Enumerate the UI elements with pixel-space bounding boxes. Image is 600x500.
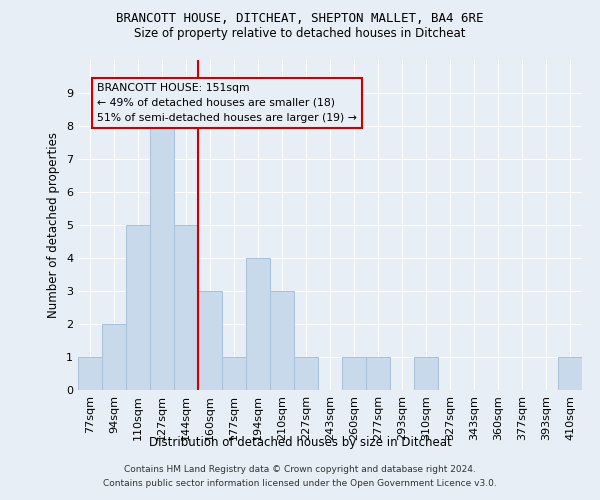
Text: BRANCOTT HOUSE, DITCHEAT, SHEPTON MALLET, BA4 6RE: BRANCOTT HOUSE, DITCHEAT, SHEPTON MALLET… <box>116 12 484 26</box>
Bar <box>222 357 246 390</box>
Text: Contains HM Land Registry data © Crown copyright and database right 2024.
Contai: Contains HM Land Registry data © Crown c… <box>103 466 497 487</box>
Y-axis label: Number of detached properties: Number of detached properties <box>47 132 61 318</box>
Bar <box>366 357 390 390</box>
Bar <box>198 291 222 390</box>
Text: Size of property relative to detached houses in Ditcheat: Size of property relative to detached ho… <box>134 28 466 40</box>
Bar <box>78 357 102 390</box>
Bar <box>342 357 366 390</box>
Bar <box>126 225 150 390</box>
Text: BRANCOTT HOUSE: 151sqm
← 49% of detached houses are smaller (18)
51% of semi-det: BRANCOTT HOUSE: 151sqm ← 49% of detached… <box>97 83 357 122</box>
Bar <box>270 291 294 390</box>
Bar <box>414 357 438 390</box>
Bar <box>102 324 126 390</box>
Bar <box>150 126 174 390</box>
Bar <box>174 225 198 390</box>
Bar <box>246 258 270 390</box>
Bar <box>294 357 318 390</box>
Text: Distribution of detached houses by size in Ditcheat: Distribution of detached houses by size … <box>149 436 451 449</box>
Bar <box>558 357 582 390</box>
